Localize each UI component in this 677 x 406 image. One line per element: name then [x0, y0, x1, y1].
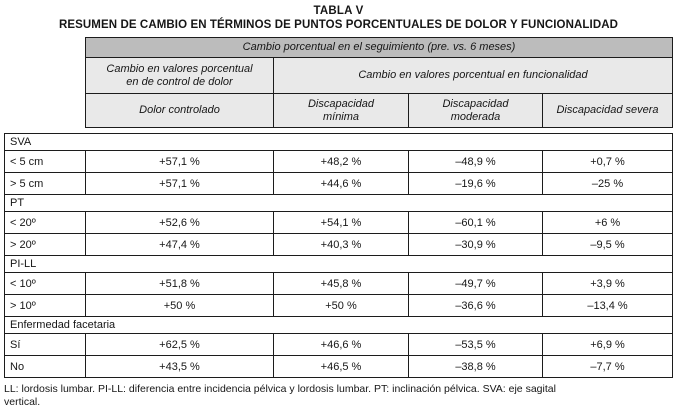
cell-value: –7,7 %: [541, 355, 674, 378]
data-table: SVA < 5 cm +57,1 % +48,2 % –48,9 % +0,7 …: [3, 133, 674, 378]
cell-value: +6 %: [541, 211, 674, 234]
cell-value: +54,1 %: [273, 211, 409, 234]
cell-value: –19,6 %: [408, 172, 543, 195]
cell-value: –36,6 %: [408, 294, 543, 317]
header-table: Cambio porcentual en el seguimiento (pre…: [85, 37, 673, 128]
cell-value: +46,6 %: [273, 333, 409, 356]
header-group-row: Cambio en valores porcentual en de contr…: [85, 57, 673, 94]
section-row-pill: PI-LL: [3, 255, 674, 273]
header-band: Cambio porcentual en el seguimiento (pre…: [85, 37, 673, 58]
cell-value: +50 %: [273, 294, 409, 317]
table-row: > 10º +50 % +50 % –36,6 % –13,4 %: [4, 294, 674, 317]
footnote: LL: lordosis lumbar. PI-LL: diferencia e…: [4, 383, 556, 406]
column-header-discapacidad-severa: Discapacidad severa: [542, 93, 673, 128]
page-title: RESUMEN DE CAMBIO EN TÉRMINOS DE PUNTOS …: [58, 19, 619, 31]
table-row: No +43,5 % +46,5 % –38,8 % –7,7 %: [4, 355, 674, 378]
cell-value: +62,5 %: [85, 333, 274, 356]
row-label: < 5 cm: [4, 150, 86, 173]
row-label: > 10º: [4, 294, 86, 317]
cell-value: +51,8 %: [85, 272, 274, 295]
table-number: TABLA V: [313, 5, 364, 17]
row-label: > 20º: [4, 233, 86, 256]
cell-value: +40,3 %: [273, 233, 409, 256]
cell-value: –30,9 %: [408, 233, 543, 256]
cell-value: +45,8 %: [273, 272, 409, 295]
cell-value: +3,9 %: [541, 272, 674, 295]
section-row-sva: SVA: [3, 133, 674, 151]
cell-value: +0,7 %: [541, 150, 674, 173]
section-row-facetaria: Enfermedad facetaria: [3, 316, 674, 334]
cell-value: +46,5 %: [273, 355, 409, 378]
cell-value: +47,4 %: [85, 233, 274, 256]
row-label: < 10º: [4, 272, 86, 295]
table-row: < 10º +51,8 % +45,8 % –49,7 % +3,9 %: [4, 272, 674, 295]
row-label: Sí: [4, 333, 86, 356]
cell-value: –53,5 %: [408, 333, 543, 356]
table-row: > 5 cm +57,1 % +44,6 % –19,6 % –25 %: [4, 172, 674, 195]
section-title: PT: [3, 194, 674, 212]
cell-value: +44,6 %: [273, 172, 409, 195]
row-label: No: [4, 355, 86, 378]
section-title: PI-LL: [3, 255, 674, 273]
header-columns-row: Dolor controlado Discapacidad mínima Dis…: [85, 93, 673, 128]
column-header-discapacidad-moderada: Discapacidad moderada: [408, 93, 543, 128]
section-row-pt: PT: [3, 194, 674, 212]
header-group-function: Cambio en valores porcentual en funciona…: [273, 57, 673, 94]
row-label: < 20º: [4, 211, 86, 234]
cell-value: –13,4 %: [541, 294, 674, 317]
row-label: > 5 cm: [4, 172, 86, 195]
table-row: > 20º +47,4 % +40,3 % –30,9 % –9,5 %: [4, 233, 674, 256]
table-row: < 5 cm +57,1 % +48,2 % –48,9 % +0,7 %: [4, 150, 674, 173]
section-title: Enfermedad facetaria: [3, 316, 674, 334]
section-title: SVA: [3, 133, 674, 151]
cell-value: –60,1 %: [408, 211, 543, 234]
cell-value: +52,6 %: [85, 211, 274, 234]
cell-value: –49,7 %: [408, 272, 543, 295]
cell-value: +50 %: [85, 294, 274, 317]
cell-value: +57,1 %: [85, 172, 274, 195]
cell-value: +43,5 %: [85, 355, 274, 378]
cell-value: +57,1 %: [85, 150, 274, 173]
cell-value: –38,8 %: [408, 355, 543, 378]
cell-value: +6,9 %: [541, 333, 674, 356]
header-group-pain: Cambio en valores porcentual en de contr…: [85, 57, 274, 94]
header-band-row: Cambio porcentual en el seguimiento (pre…: [85, 37, 673, 58]
column-header-discapacidad-minima: Discapacidad mínima: [273, 93, 409, 128]
cell-value: –48,9 %: [408, 150, 543, 173]
cell-value: –9,5 %: [541, 233, 674, 256]
table-row: < 20º +52,6 % +54,1 % –60,1 % +6 %: [4, 211, 674, 234]
table-row: Sí +62,5 % +46,6 % –53,5 % +6,9 %: [4, 333, 674, 356]
cell-value: +48,2 %: [273, 150, 409, 173]
cell-value: –25 %: [541, 172, 674, 195]
column-header-dolor-controlado: Dolor controlado: [85, 93, 274, 128]
